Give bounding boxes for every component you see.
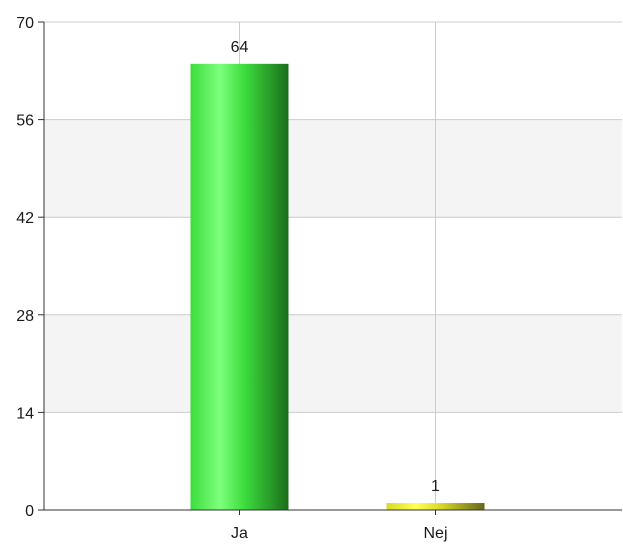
- x-tick-labels: Ja Nej: [231, 525, 447, 542]
- background-bands: [44, 119, 622, 413]
- y-tick-label: 56: [16, 113, 34, 130]
- background-band: [44, 314, 622, 413]
- y-tick-labels: 0 14 28 42 56 70: [16, 15, 34, 520]
- data-label: 1: [431, 478, 440, 495]
- background-band: [44, 119, 622, 218]
- bar-nej: [386, 503, 485, 510]
- x-tick-label: Nej: [423, 525, 447, 542]
- y-tick-label: 42: [16, 210, 34, 227]
- bars: [190, 63, 485, 510]
- bar-ja: [190, 63, 289, 510]
- data-label: 64: [231, 39, 249, 56]
- x-tick-label: Ja: [231, 525, 248, 542]
- axes: [38, 21, 622, 515]
- y-tick-label: 70: [16, 15, 34, 32]
- gridlines: [44, 21, 622, 510]
- y-tick-label: 28: [16, 308, 34, 325]
- data-labels: 64 1: [231, 39, 440, 495]
- y-tick-label: 14: [16, 405, 34, 422]
- y-tick-label: 0: [25, 503, 34, 520]
